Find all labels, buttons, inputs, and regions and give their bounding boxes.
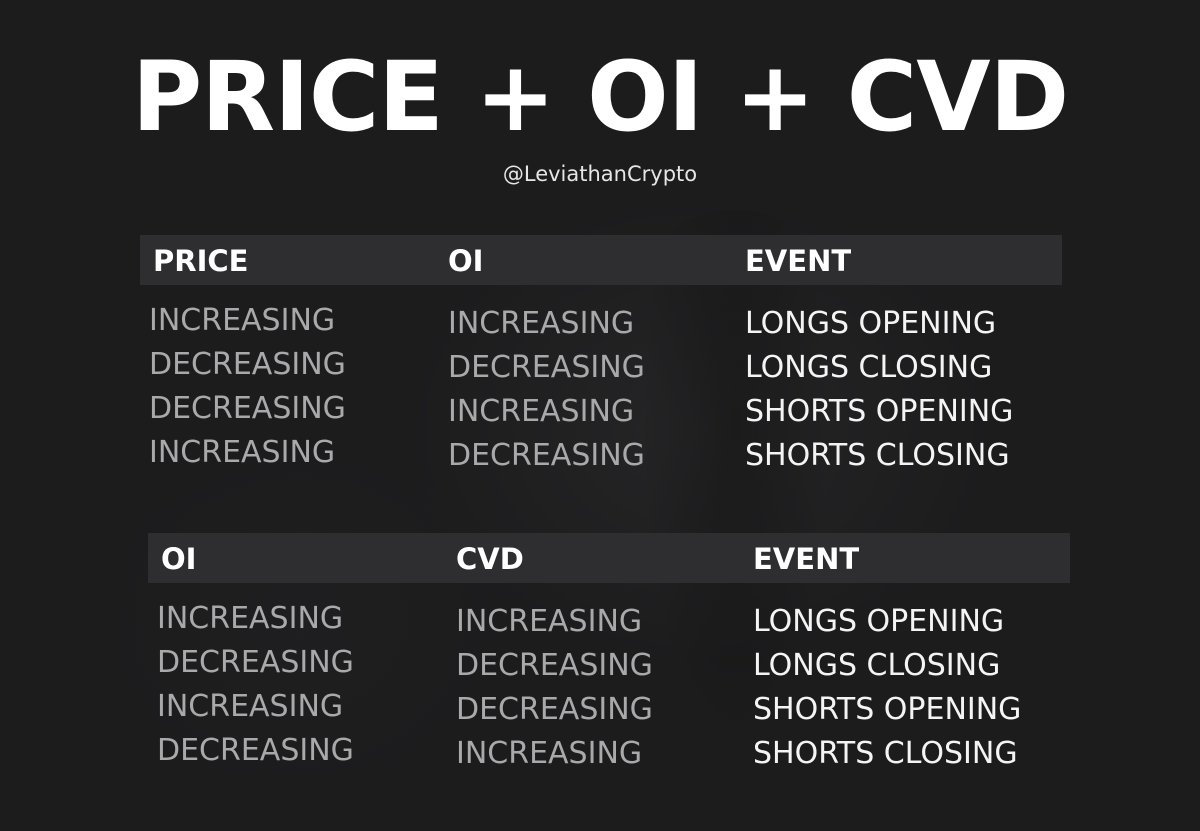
table-cell: INCREASING [448, 306, 635, 341]
table-cell: SHORTS CLOSING [745, 438, 1010, 473]
table-cell: DECREASING [448, 438, 645, 473]
event-column: LONGS OPENING LONGS CLOSING SHORTS OPENI… [745, 302, 1013, 478]
table-cell: INCREASING [157, 601, 344, 636]
price-column: INCREASING DECREASING DECREASING INCREAS… [149, 299, 346, 475]
header-cvd: CVD [456, 542, 524, 576]
table-cell: INCREASING [456, 736, 643, 771]
event-column: LONGS OPENING LONGS CLOSING SHORTS OPENI… [753, 600, 1021, 776]
table-cell: INCREASING [149, 435, 336, 470]
table-header: OI CVD EVENT [148, 533, 1070, 583]
table-cell: INCREASING [157, 689, 344, 724]
table-cell: DECREASING [448, 350, 645, 385]
table-cell: DECREASING [157, 733, 354, 768]
header-event: EVENT [745, 244, 852, 278]
table-cell: INCREASING [149, 303, 336, 338]
table-cell: SHORTS CLOSING [753, 736, 1018, 771]
table-cell: LONGS OPENING [753, 604, 1005, 639]
table-cell: DECREASING [157, 645, 354, 680]
table-cell: LONGS OPENING [745, 306, 997, 341]
table-cell: DECREASING [149, 391, 346, 426]
table-cell: DECREASING [456, 648, 653, 683]
table-cell: LONGS CLOSING [753, 648, 1001, 683]
oi-cvd-table: OI CVD EVENT INCREASING DECREASING INCRE… [148, 533, 1070, 771]
table-cell: INCREASING [456, 604, 643, 639]
background-silhouette [640, 210, 830, 750]
header-oi: OI [448, 244, 484, 278]
cvd-column: INCREASING DECREASING DECREASING INCREAS… [456, 600, 653, 776]
author-handle: @LeviathanCrypto [502, 162, 698, 186]
header-price: PRICE [153, 244, 249, 278]
table-cell: SHORTS OPENING [753, 692, 1022, 727]
oi-column: INCREASING DECREASING INCREASING DECREAS… [157, 597, 354, 773]
table-cell: DECREASING [456, 692, 653, 727]
table-cell: LONGS CLOSING [745, 350, 993, 385]
page-title: PRICE + OI + CVD [131, 41, 1069, 153]
table-header: PRICE OI EVENT [140, 235, 1062, 285]
table-cell: SHORTS OPENING [745, 394, 1014, 429]
header-oi: OI [161, 542, 197, 576]
table-cell: INCREASING [448, 394, 635, 429]
oi-column: INCREASING DECREASING INCREASING DECREAS… [448, 302, 645, 478]
price-oi-table: PRICE OI EVENT INCREASING DECREASING DEC… [140, 235, 1062, 473]
table-cell: DECREASING [149, 347, 346, 382]
header-event: EVENT [753, 542, 860, 576]
